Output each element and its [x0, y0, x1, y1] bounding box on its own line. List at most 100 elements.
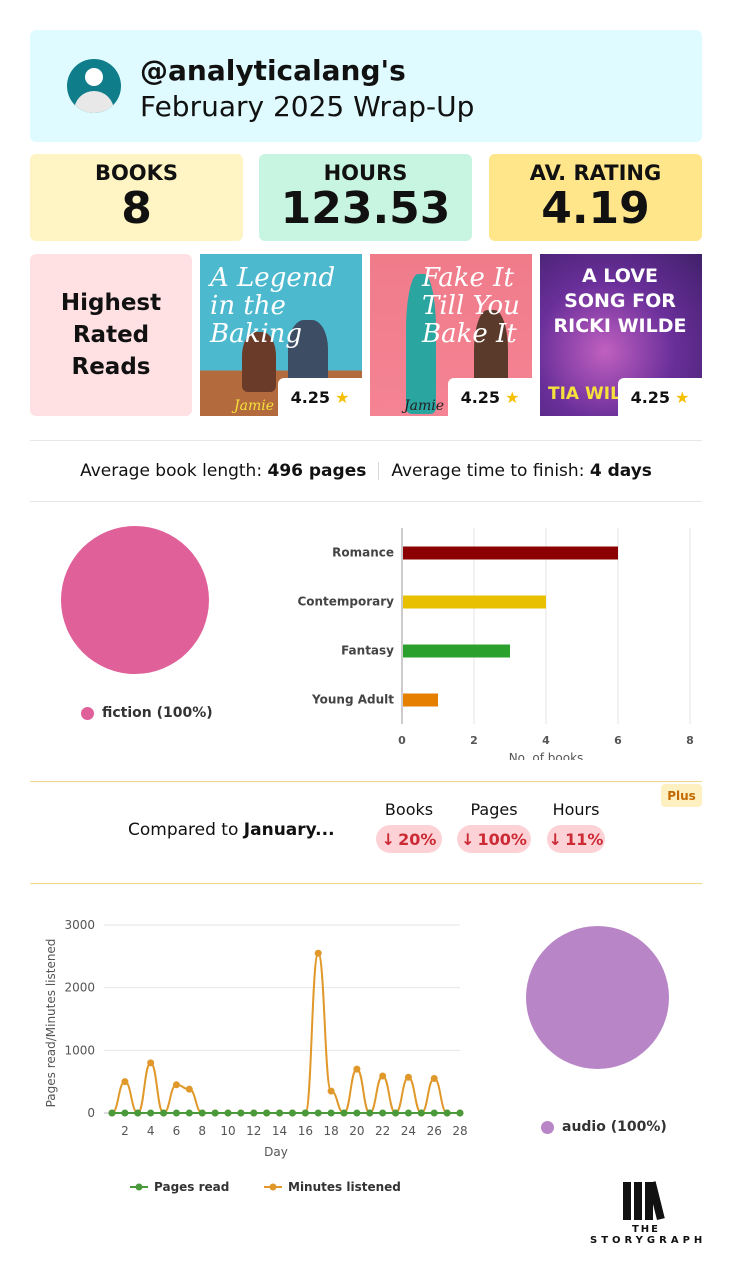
highest-rated-label: Highest Rated Reads [61, 287, 161, 383]
highest-rated-line-2: Rated [72, 322, 150, 348]
data-point [211, 1109, 219, 1117]
data-point [417, 1109, 425, 1117]
y-tick-label: 2000 [64, 981, 95, 995]
storygraph-logo[interactable]: THE STORYGRAPH [590, 1180, 702, 1246]
x-tick-label: 16 [298, 1124, 313, 1138]
avg-time-value: 4 days [589, 461, 652, 481]
data-point [160, 1109, 168, 1117]
divider [30, 883, 702, 884]
rating-stat-label: AV. RATING [529, 161, 662, 185]
books-stat-label: BOOKS [94, 161, 179, 185]
data-point [237, 1109, 245, 1117]
compare-books-value: 20% [398, 829, 437, 849]
x-tick-label: 8 [198, 1124, 206, 1138]
data-point [198, 1109, 206, 1117]
data-point [147, 1059, 155, 1067]
data-point [185, 1085, 193, 1093]
legend-label: Pages read [154, 1180, 229, 1194]
x-tick-label: 28 [452, 1124, 467, 1138]
compare-pages-heading: Pages [470, 800, 518, 819]
data-point [353, 1109, 361, 1117]
page-title: February 2025 Wrap-Up [140, 90, 475, 123]
highest-rated-label-box: Highest Rated Reads [30, 254, 192, 416]
data-point [392, 1109, 400, 1117]
compare-pages: Pages ↓ 100% [457, 800, 531, 853]
data-point [404, 1073, 412, 1081]
book-cover-a-love-song-for-ricki-wilde[interactable]: A LOVE SONG FOR RICKI WILDE TIA WIL 4.25… [540, 254, 702, 416]
averages-row: Average book length: 496 pages Average t… [30, 454, 702, 488]
genre-bar-chart: 0 2 4 6 8 Romance Contemporary Fantasy Young Adu… [297, 528, 694, 760]
data-point [263, 1109, 271, 1117]
data-point [185, 1109, 193, 1117]
compare-prefix: Compared to [128, 820, 239, 840]
wrapup-header: @analyticalang's February 2025 Wrap-Up [30, 30, 702, 142]
audio-pie-chart [526, 926, 669, 1069]
bar [403, 693, 438, 707]
x-tick-label: 18 [323, 1124, 338, 1138]
data-point [430, 1075, 438, 1083]
cover-figure [242, 332, 276, 392]
data-point [340, 1109, 348, 1117]
legend-marker [135, 1183, 143, 1191]
x-tick-label: 2 [470, 734, 478, 747]
compare-pages-value: 100% [477, 829, 527, 849]
data-point [314, 1109, 322, 1117]
highest-rated-line-3: Reads [71, 354, 151, 380]
x-tick-label: 24 [401, 1124, 416, 1138]
book-cover-fake-it-till-you-bake-it[interactable]: Fake It Till You Bake It Jamie W 4.25 ★ [370, 254, 532, 416]
compare-books: Books ↓ 20% [376, 800, 442, 853]
data-point [250, 1109, 258, 1117]
data-point [147, 1109, 155, 1117]
book-rating-value: 4.25 [290, 387, 331, 407]
x-tick-label: 26 [427, 1124, 442, 1138]
bar [403, 595, 546, 609]
x-axis-label: No. of books [509, 751, 584, 760]
compare-hours-value: 11% [565, 829, 604, 849]
x-tick-label: 4 [147, 1124, 155, 1138]
book-rating-value: 4.25 [630, 387, 671, 407]
divider [30, 781, 702, 782]
data-point [314, 949, 322, 957]
logo-bar [645, 1182, 653, 1220]
star-icon: ★ [505, 387, 520, 407]
username[interactable]: @analyticalang's [140, 54, 406, 87]
logo-bar [634, 1182, 642, 1220]
data-point [379, 1109, 387, 1117]
avg-time-label: Average time to finish: [391, 461, 585, 481]
compare-hours-pill: ↓ 11% [547, 825, 605, 853]
x-tick-label: 4 [542, 734, 550, 747]
data-point [134, 1109, 142, 1117]
legend-marker [269, 1183, 277, 1191]
divider [30, 501, 702, 502]
arrow-down-icon: ↓ [548, 829, 563, 849]
book-cover-a-legend-in-the-baking[interactable]: A Legend in the Baking Jamie 4.25 ★ [200, 254, 362, 416]
data-point [366, 1109, 374, 1117]
x-tick-label: 6 [614, 734, 622, 747]
data-point [301, 1109, 309, 1117]
bar [403, 546, 618, 560]
book-rating-value: 4.25 [460, 387, 501, 407]
fiction-legend: fiction (100%) [81, 705, 213, 721]
plus-badge[interactable]: Plus [661, 784, 702, 807]
data-point [121, 1078, 129, 1086]
x-tick-label: 2 [121, 1124, 129, 1138]
avatar[interactable] [67, 59, 121, 113]
cover-title: A Legend in the Baking [210, 263, 336, 349]
compare-label: Compared to January... [128, 820, 335, 840]
data-point [288, 1109, 296, 1117]
compare-pages-pill: ↓ 100% [457, 825, 531, 853]
averages-separator [378, 462, 380, 480]
compare-books-pill: ↓ 20% [376, 825, 442, 853]
y-axis-label: Pages read/Minutes listened [44, 939, 58, 1108]
series-line [111, 952, 460, 1115]
book-rating-badge: 4.25 ★ [278, 378, 362, 416]
cover-figure [406, 274, 436, 414]
y-tick-label: 1000 [64, 1043, 95, 1057]
fiction-pie-chart [61, 526, 209, 674]
x-tick-label: 0 [398, 734, 406, 747]
data-point [172, 1081, 180, 1089]
audio-legend: audio (100%) [541, 1119, 667, 1135]
category-label: Contemporary [297, 595, 394, 609]
x-tick-label: 12 [246, 1124, 261, 1138]
